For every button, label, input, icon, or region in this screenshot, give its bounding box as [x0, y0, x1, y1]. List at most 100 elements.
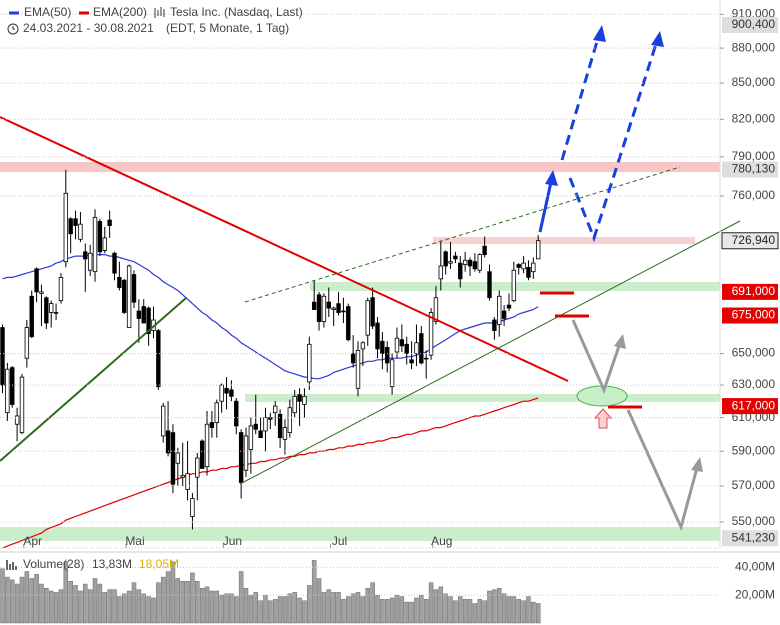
candle-body — [336, 303, 341, 313]
volume-bar — [419, 594, 424, 624]
candle-body — [5, 368, 10, 414]
volume-bar — [282, 596, 288, 624]
volume-bar — [73, 585, 78, 624]
candle-body — [482, 245, 487, 256]
candle-body — [501, 310, 507, 319]
volume-bar — [238, 571, 244, 624]
candle-body — [487, 271, 492, 299]
volume-bar — [443, 593, 448, 624]
price-level-box — [722, 307, 778, 324]
volume-bar — [14, 583, 20, 624]
candle-body — [531, 262, 536, 273]
volume-icon — [6, 560, 17, 570]
candle-body — [0, 327, 5, 386]
arrow-head — [545, 170, 558, 186]
volume-bar — [83, 583, 88, 624]
y-tick-label: 650,000 — [732, 346, 776, 360]
price-level-label: 617,000 — [732, 398, 776, 412]
candle-body — [394, 337, 400, 353]
price-level-label: 900,400 — [732, 17, 776, 31]
candle-body — [126, 265, 132, 328]
volume-tick-label: 40,00M — [735, 560, 775, 574]
clock-icon — [12, 26, 15, 30]
candle-body — [146, 307, 151, 334]
resistance-zone — [0, 162, 720, 172]
candle-body — [375, 322, 380, 350]
volume-bar — [146, 596, 151, 624]
price-level-box — [722, 530, 778, 547]
volume-bar — [190, 572, 195, 624]
price-level-box — [722, 16, 778, 33]
candle-body — [506, 304, 512, 309]
x-tick-label: Apr — [23, 534, 42, 548]
volume-bar — [380, 599, 385, 624]
volume-bar — [467, 599, 473, 624]
volume-bar — [204, 586, 210, 624]
candle-body — [136, 310, 142, 319]
volume-bar — [355, 592, 361, 624]
candle-body — [370, 297, 375, 327]
candle-body — [341, 310, 346, 313]
candle-body — [277, 413, 283, 439]
volume-bar — [531, 601, 536, 624]
volume-bar — [375, 594, 380, 624]
candle-body — [107, 219, 112, 226]
volume-bar — [535, 603, 541, 624]
volume-bar — [219, 594, 224, 624]
candle-body — [78, 223, 83, 240]
candle-body — [423, 357, 429, 360]
candle-body — [404, 343, 409, 354]
volume-bar — [487, 590, 492, 624]
candle-body — [462, 259, 468, 265]
volume-bar — [185, 581, 190, 624]
volume-bar — [511, 596, 517, 624]
volume-bar — [399, 596, 405, 624]
volume-bar — [229, 593, 234, 624]
volume-bar — [5, 576, 10, 624]
volume-bar — [68, 581, 73, 624]
candle-body — [428, 312, 434, 356]
price-layer — [0, 169, 541, 624]
y-tick-label: 850,000 — [732, 75, 776, 89]
candle-body — [297, 394, 302, 402]
candle-body — [389, 359, 395, 388]
y-tick-label: 570,000 — [732, 478, 776, 492]
volume-bar — [438, 586, 444, 624]
ema-line — [2, 254, 539, 380]
candle-body — [511, 269, 517, 302]
volume-bar — [384, 599, 390, 624]
volume-bar — [404, 601, 409, 624]
candle-body — [97, 221, 103, 253]
price-level-box — [721, 232, 779, 250]
volume-bar — [112, 589, 117, 624]
volume-bar — [136, 589, 142, 624]
volume-bar — [258, 600, 263, 624]
candle-body — [263, 417, 268, 432]
candle-body — [122, 279, 127, 313]
candle-body — [68, 218, 73, 235]
y-tick-label: 880,000 — [732, 40, 776, 54]
candle-body — [92, 216, 98, 273]
volume-label: Volume(28) — [23, 557, 84, 571]
volume-bar — [180, 581, 185, 624]
volume-bar — [224, 593, 229, 624]
candle-body — [307, 343, 312, 383]
price-level-label: 691,000 — [732, 284, 776, 298]
volume-bar — [423, 599, 429, 624]
candle-body — [195, 457, 200, 478]
volume-bar — [34, 574, 39, 624]
candle-body — [10, 367, 15, 405]
arrow — [538, 181, 553, 233]
volume-bar — [448, 596, 453, 624]
volume-bar — [97, 583, 103, 624]
candle-body — [131, 274, 137, 303]
volume-bar — [277, 596, 283, 624]
candle-body — [521, 262, 526, 270]
candle-body — [156, 330, 161, 388]
volume-bar — [477, 599, 483, 624]
volume-bar — [263, 594, 268, 624]
period: (EDT, 5 Monate, 1 Tag) — [166, 21, 289, 35]
candle-body — [292, 395, 297, 414]
candle-icon — [154, 7, 165, 18]
